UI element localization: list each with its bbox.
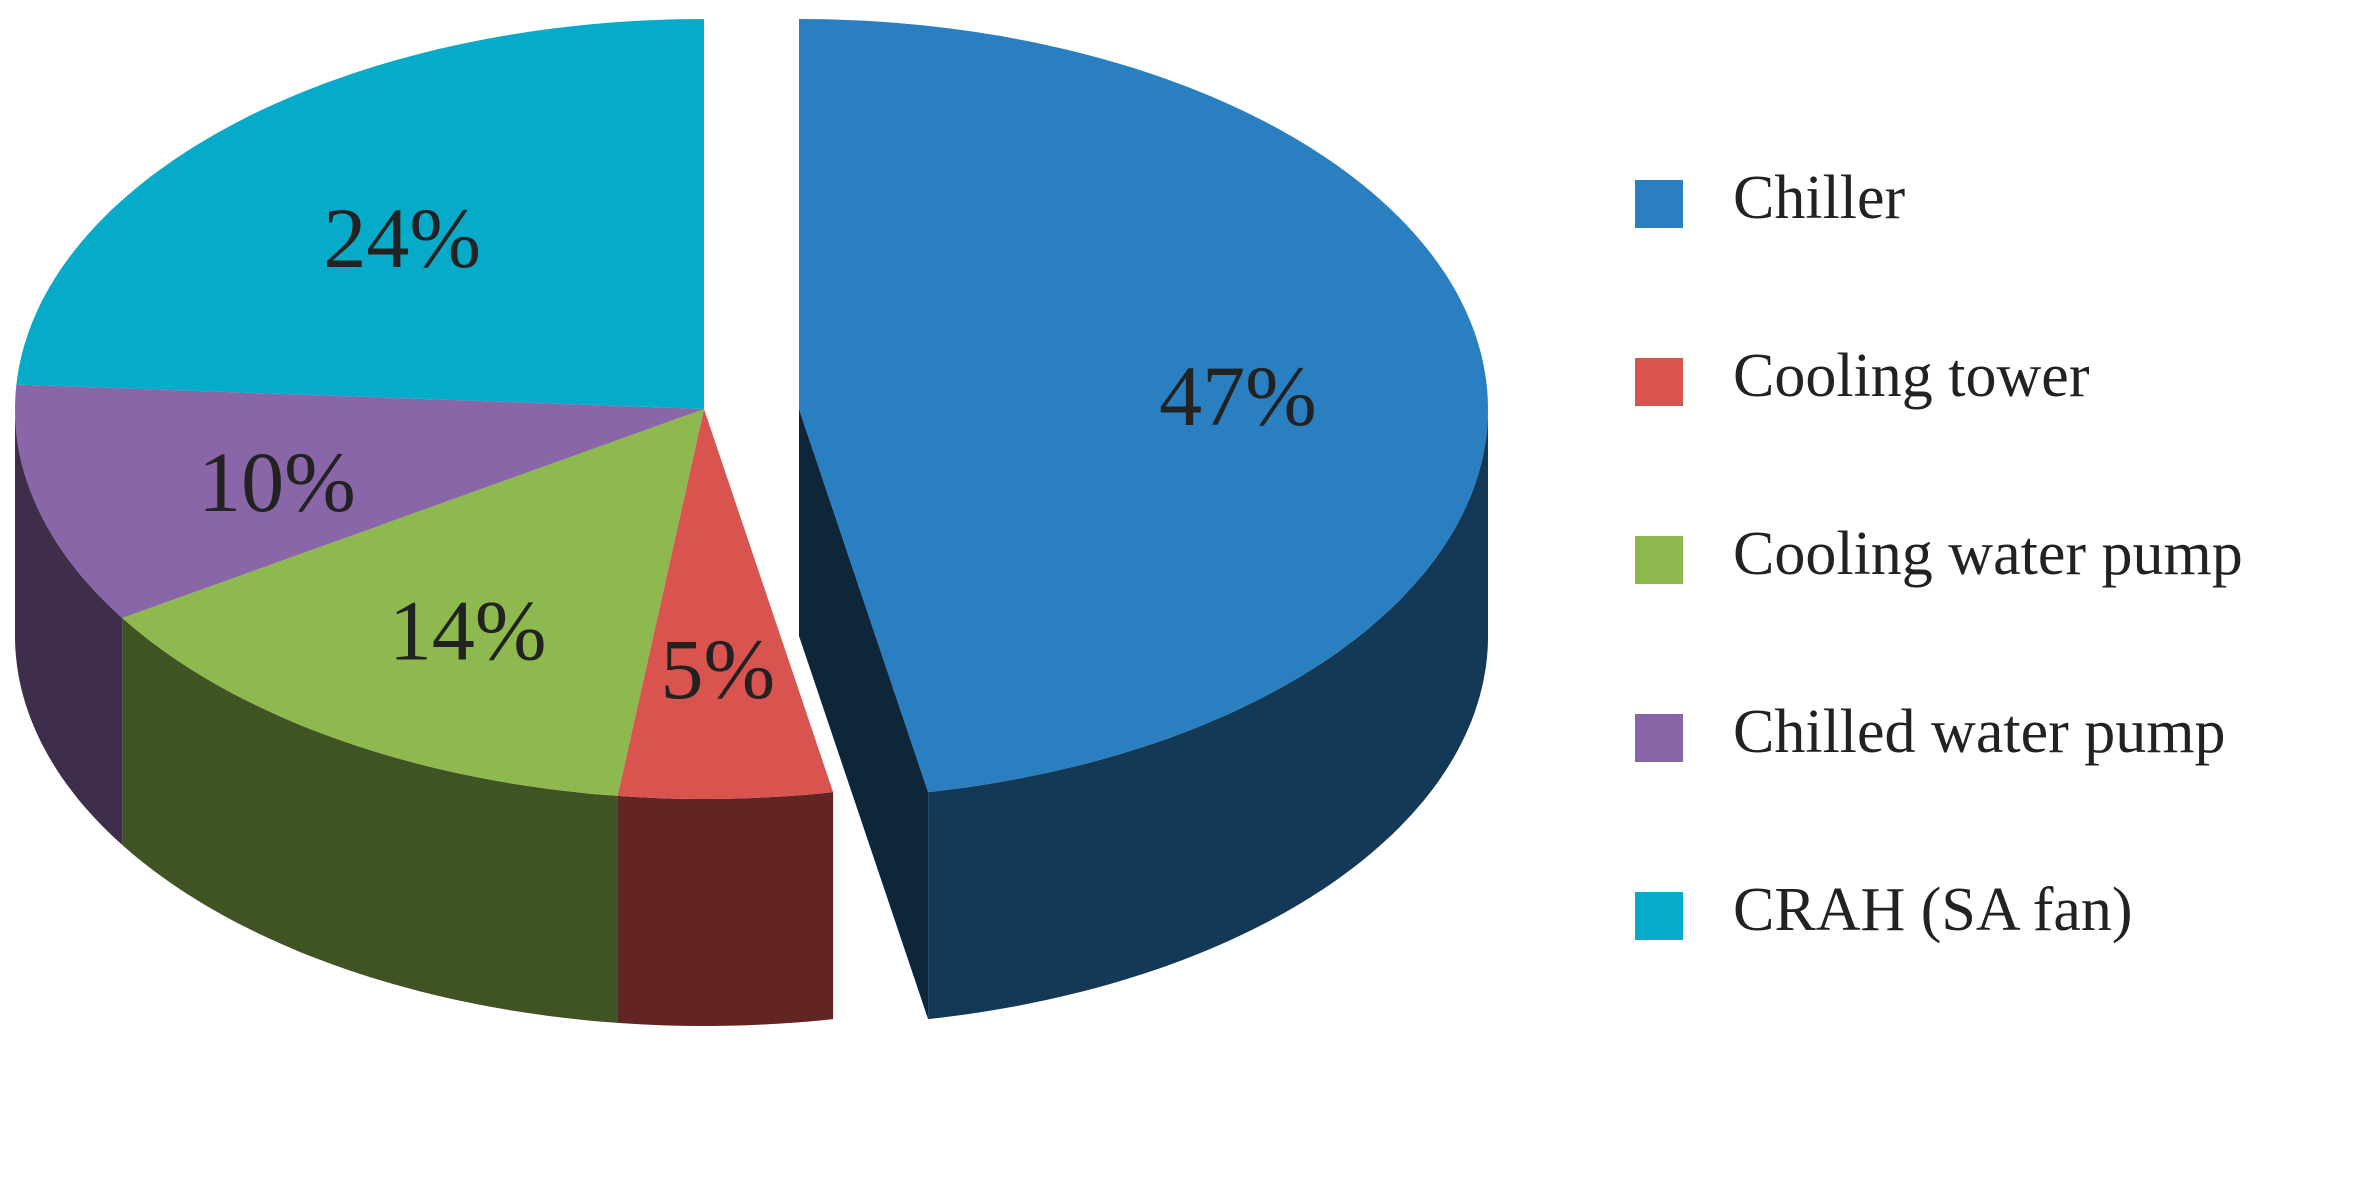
slice [122, 409, 705, 796]
legend: Chiller Cooling tower Cooling water pump Ch… [1635, 164, 2243, 944]
slice-side [122, 618, 618, 1023]
legend-swatch [1635, 714, 1683, 762]
legend-label: Cooling tower [1733, 342, 2090, 410]
slice [15, 384, 704, 618]
slice-side [15, 409, 123, 845]
slice [799, 19, 1488, 793]
legend-label: Cooling water pump [1733, 520, 2243, 588]
value-label: 10% [198, 434, 356, 530]
legend-swatch [1635, 892, 1683, 940]
slice-side [928, 409, 1488, 1020]
legend-swatch [1635, 536, 1683, 584]
value-label: 5% [661, 621, 776, 717]
legend-swatch [1635, 358, 1683, 406]
value-label: 47% [1159, 348, 1317, 444]
slice-side [799, 409, 929, 1020]
legend-label: CRAH (SA fan) [1733, 876, 2133, 944]
value-label: 24% [323, 190, 481, 286]
legend-label: Chilled water pump [1733, 698, 2225, 766]
legend-label: Chiller [1733, 164, 1906, 232]
slice [16, 19, 704, 409]
legend-swatch [1635, 180, 1683, 228]
slice [617, 409, 834, 799]
slice-side [617, 792, 834, 1026]
value-label: 14% [389, 582, 547, 678]
